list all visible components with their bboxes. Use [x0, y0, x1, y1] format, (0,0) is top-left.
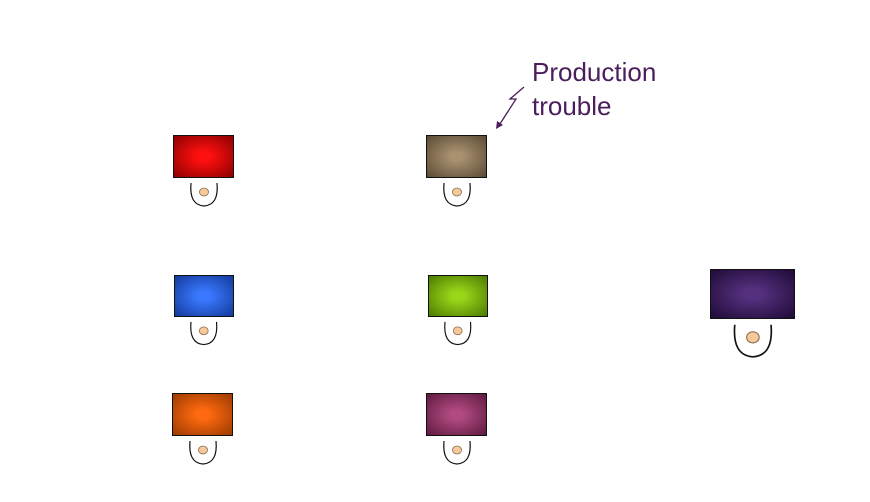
person-icon [188, 440, 217, 465]
callout-line-2: trouble [532, 91, 612, 121]
monitor-taupe [426, 135, 487, 178]
monitor-orange [172, 393, 233, 436]
person-icon [442, 440, 471, 465]
monitor-plum [426, 393, 487, 436]
production-trouble-label: Production trouble [532, 55, 656, 123]
workstation-orange [172, 393, 233, 476]
callout-line-1: Production [532, 57, 657, 87]
workstation-taupe [426, 135, 487, 218]
person-icon [444, 321, 472, 346]
person-icon [189, 182, 218, 207]
workstation-blue [174, 275, 234, 357]
person-icon [442, 182, 471, 207]
workstation-red [173, 135, 234, 218]
lightning-arrow-icon [496, 86, 525, 129]
workstation-green [428, 275, 488, 357]
person-icon [190, 321, 218, 346]
monitor-green [428, 275, 488, 317]
workstation-plum [426, 393, 487, 476]
monitor-indigo [710, 269, 795, 319]
workstation-indigo [710, 269, 795, 359]
monitor-blue [174, 275, 234, 317]
person-icon [733, 324, 772, 358]
monitor-red [173, 135, 234, 178]
